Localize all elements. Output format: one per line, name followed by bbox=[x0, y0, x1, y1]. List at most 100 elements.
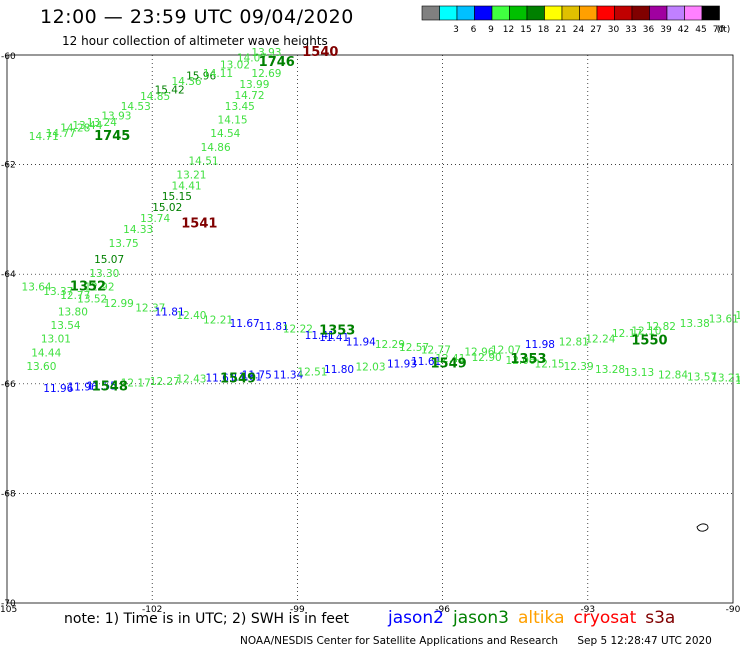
color-bin-label: 3 bbox=[453, 25, 459, 35]
wave-height-label: 11.81 bbox=[155, 306, 185, 318]
wave-height-label: 14.71 bbox=[29, 131, 59, 143]
wave-height-label: 12.17 bbox=[612, 328, 642, 340]
wave-height-label: 14.85 bbox=[140, 91, 170, 103]
color-bin-label: 33 bbox=[625, 25, 636, 35]
wave-height-label: 11.98 bbox=[525, 339, 555, 351]
wave-height-label: 15.07 bbox=[94, 254, 124, 266]
color-bin-label: 9 bbox=[488, 25, 494, 35]
pass-time-label: 1541 bbox=[181, 217, 217, 232]
wave-height-label: 14.44 bbox=[31, 347, 61, 359]
longitude-tick-label: -90 bbox=[726, 605, 740, 615]
wave-height-label: 12.24 bbox=[585, 334, 615, 346]
wave-height-label: 13.21 bbox=[711, 373, 740, 385]
page-subtitle: 12 hour collection of altimeter wave hei… bbox=[62, 34, 328, 48]
credit-text: NOAA/NESDIS Center for Satellite Applica… bbox=[240, 635, 558, 647]
longitude-tick-label: -93 bbox=[580, 605, 595, 615]
wave-height-label: 13.01 bbox=[41, 334, 71, 346]
wave-height-label: 13.93 bbox=[101, 111, 131, 123]
wave-height-label: 14.86 bbox=[201, 142, 231, 154]
wave-height-label: 12.96 bbox=[464, 346, 494, 358]
wave-height-label: 13.45 bbox=[225, 101, 255, 113]
color-bin-label: 15 bbox=[520, 25, 531, 35]
wave-height-label: 13.02 bbox=[220, 60, 250, 72]
latitude-tick-label: -60 bbox=[1, 52, 16, 62]
color-bin-label: 24 bbox=[573, 25, 585, 35]
wave-height-label: 14.36 bbox=[172, 76, 202, 88]
wave-height-label: 15.42 bbox=[155, 84, 185, 96]
wave-height-label: 13.60 bbox=[26, 361, 56, 373]
color-bin-label: 70 bbox=[713, 25, 725, 35]
wave-height-label: 14.53 bbox=[121, 101, 151, 113]
wave-height-label: 13.64 bbox=[22, 282, 52, 294]
longitude-tick-label: -102 bbox=[142, 605, 162, 615]
satellite-jason2: jason2 bbox=[388, 608, 444, 628]
wave-height-label: 13.13 bbox=[624, 367, 654, 379]
wave-height-label: 11.61 bbox=[205, 373, 235, 385]
wave-height-label: 15.96 bbox=[186, 71, 216, 83]
pass-time-label: 1353 bbox=[319, 323, 355, 338]
wave-height-label: 12.22 bbox=[283, 323, 313, 335]
wave-height-label: 11.75 bbox=[242, 369, 272, 381]
page-title: 12:00 — 23:59 UTC 09/04/2020 bbox=[40, 6, 354, 28]
color-bin-label: 21 bbox=[555, 25, 566, 35]
wave-height-label: 12.92 bbox=[84, 282, 114, 294]
color-bin-label: 36 bbox=[643, 25, 655, 35]
wave-height-label: 14.41 bbox=[172, 180, 202, 192]
color-bin-label: 27 bbox=[590, 25, 601, 35]
latitude-tick-label: -70 bbox=[1, 599, 16, 609]
island-outline bbox=[696, 523, 709, 532]
longitude-tick-label: -105 bbox=[0, 605, 17, 615]
wave-height-label: 13.44 bbox=[72, 120, 102, 132]
credit-timestamp: Sep 5 12:28:47 UTC 2020 bbox=[577, 635, 712, 647]
wave-height-label: 13.30 bbox=[89, 268, 119, 280]
wave-height-label: 11.41 bbox=[319, 332, 349, 344]
wave-height-label: 11.41 bbox=[305, 330, 335, 342]
map-frame bbox=[6, 54, 734, 604]
wave-height-label: 12.03 bbox=[355, 362, 385, 374]
pass-time-label: 1745 bbox=[94, 129, 130, 144]
wave-height-label: 13.93 bbox=[251, 47, 281, 59]
pass-time-label: 1549 bbox=[220, 372, 256, 387]
wave-height-label: 13.52 bbox=[77, 294, 107, 306]
color-bin-label: 45 bbox=[695, 25, 706, 35]
wave-height-label: 12.10 bbox=[631, 325, 661, 337]
satellite-altika: altika bbox=[518, 608, 565, 628]
wave-height-label: 13.28 bbox=[595, 364, 625, 376]
wave-height-label: 15.15 bbox=[162, 191, 192, 203]
satellite-legend: jason2 jason3 altika cryosat s3a bbox=[388, 608, 684, 628]
pass-time-label: 1352 bbox=[70, 280, 106, 295]
wave-height-label: 13.21 bbox=[176, 169, 206, 181]
wave-height-label: 12.84 bbox=[658, 369, 688, 381]
wave-height-label: 13.54 bbox=[51, 320, 81, 332]
wave-height-label: 11.94 bbox=[346, 336, 376, 348]
pass-time-label: 1746 bbox=[259, 55, 295, 70]
color-scale-legend: 3 6 9 12 15 18 21 24 27 30 33 36 39 42 45 70(ft) bbox=[421, 5, 730, 35]
color-bin-label: 6 bbox=[471, 25, 477, 35]
wave-height-label: 13.74 bbox=[140, 213, 170, 225]
wave-height-label: 15.02 bbox=[152, 202, 182, 214]
longitude-tick-label: -99 bbox=[290, 605, 305, 615]
wave-height-label: 12.43 bbox=[176, 374, 206, 386]
wave-height-label: 14.72 bbox=[234, 90, 264, 102]
pass-time-label: 1540 bbox=[302, 45, 338, 60]
satellite-jason3: jason3 bbox=[453, 608, 509, 628]
wave-height-label: 12.27 bbox=[150, 376, 180, 388]
pass-time-label: 1549 bbox=[431, 356, 467, 371]
wave-height-label: 12.37 bbox=[135, 302, 165, 314]
wave-height-label: 14.28 bbox=[60, 123, 90, 135]
wave-height-label: 11.67 bbox=[230, 318, 260, 330]
wave-height-label: 12.77 bbox=[421, 345, 451, 357]
wave-height-label: 11.61 bbox=[411, 356, 441, 368]
wave-height-label: 13.75 bbox=[109, 238, 139, 250]
wave-height-label: 12.07 bbox=[491, 345, 521, 357]
wave-height-label: 14.33 bbox=[123, 224, 153, 236]
wave-height-label: 13.57 bbox=[687, 372, 717, 384]
wave-height-label: 13.80 bbox=[58, 306, 88, 318]
wave-height-label: 11.61 bbox=[232, 372, 262, 384]
wave-height-label: 11.81 bbox=[259, 321, 289, 333]
wave-height-label: 13.38 bbox=[680, 318, 710, 330]
pass-time-label: 1550 bbox=[631, 333, 667, 348]
wave-height-label: 14.11 bbox=[203, 68, 233, 80]
color-bin bbox=[701, 5, 720, 21]
